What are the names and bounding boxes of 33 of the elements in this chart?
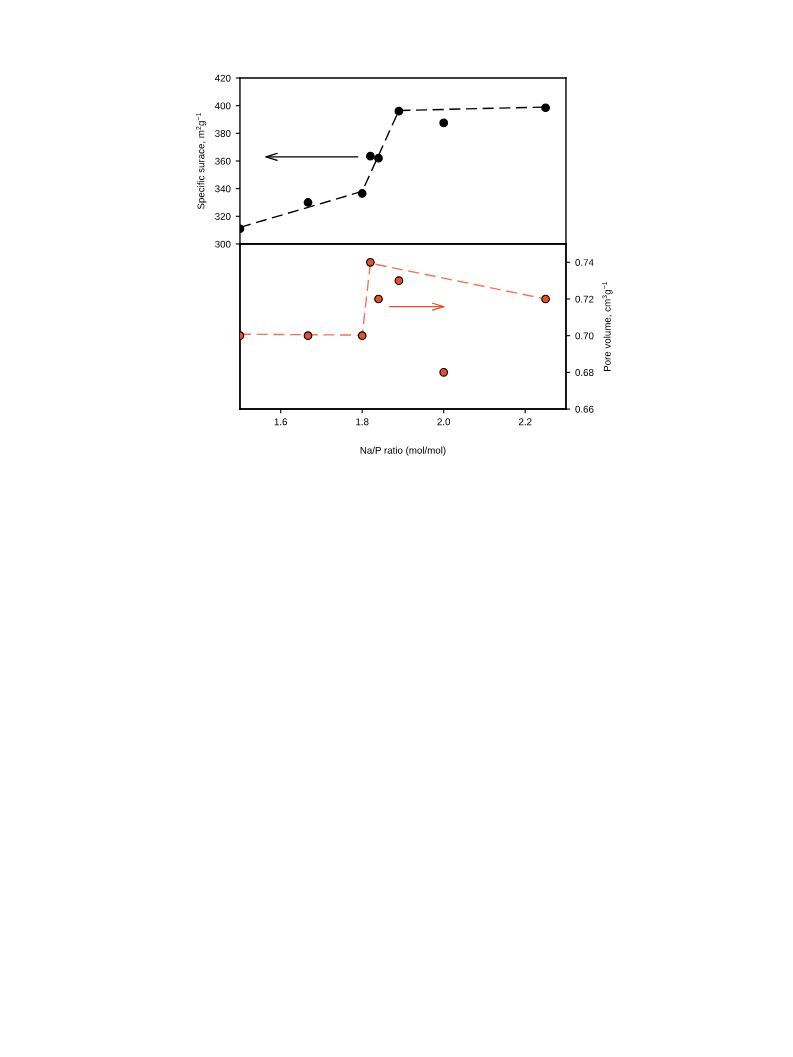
point [439, 368, 449, 377]
point [541, 103, 550, 113]
y-tick-label: 400 [214, 102, 231, 110]
point [357, 189, 367, 198]
x-tick-label: 1.8 [356, 418, 369, 426]
y-tick-label: 300 [215, 240, 231, 248]
y2-tick-label: 0.72 [575, 295, 594, 303]
point [394, 106, 404, 116]
point [366, 257, 375, 267]
x-tick-label: 2.0 [437, 418, 451, 426]
y2-tick-label: 0.74 [575, 259, 594, 266]
y-tick-label: 380 [215, 130, 231, 137]
x-tick-label: 2.2 [518, 418, 532, 426]
point [374, 153, 383, 163]
point [541, 294, 550, 304]
y-axis-title: Specific surace, m$^{2}$g$^{−1}$ [195, 113, 207, 210]
point [303, 198, 313, 207]
y-tick-label: 420 [214, 74, 231, 82]
y2-tick-label: 0.70 [575, 332, 594, 340]
point [394, 276, 404, 286]
x-tick-label: 1.6 [274, 418, 288, 426]
y2-tick-label: 0.66 [575, 405, 594, 413]
y2-axis-title: Pore volume, cm$^{3}$g$^{−1}$ [602, 281, 613, 372]
y-tick-label: 360 [215, 157, 231, 165]
point [439, 118, 449, 128]
y-tick-label: 340 [215, 185, 231, 193]
point [374, 294, 383, 304]
point [303, 331, 313, 341]
y2-tick-label: 0.68 [575, 369, 594, 376]
point [357, 331, 367, 341]
point [366, 151, 375, 161]
x-axis-title: Na/P ratio (mol/mol) [360, 446, 446, 456]
y-tick-label: 320 [215, 213, 231, 220]
